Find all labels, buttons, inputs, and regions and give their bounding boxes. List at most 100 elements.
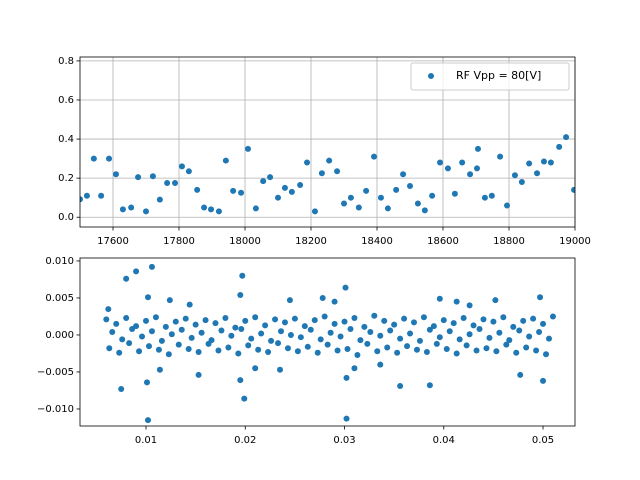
point — [364, 340, 371, 347]
point — [397, 335, 404, 342]
point — [248, 335, 255, 342]
point — [149, 173, 156, 180]
point — [188, 334, 195, 341]
x-tick-label: 17600 — [97, 236, 129, 247]
point — [260, 178, 267, 185]
point — [319, 294, 326, 301]
point — [443, 346, 450, 353]
x-tick-label: 0.04 — [433, 435, 455, 446]
point — [543, 351, 550, 358]
axes-frame — [79, 56, 576, 228]
point — [547, 159, 554, 166]
point — [344, 346, 351, 353]
point — [334, 347, 341, 354]
point — [526, 333, 533, 340]
point — [307, 326, 314, 333]
point — [186, 301, 193, 308]
point — [255, 346, 262, 353]
y-tick-label: 0.2 — [58, 173, 74, 184]
point — [166, 297, 173, 304]
point — [513, 349, 520, 356]
point — [400, 171, 407, 178]
point — [533, 347, 540, 354]
point — [135, 174, 142, 181]
point — [351, 314, 358, 321]
point — [481, 194, 488, 201]
point — [437, 159, 444, 166]
point — [136, 348, 143, 355]
point — [238, 326, 245, 333]
point — [281, 319, 288, 326]
point — [80, 196, 83, 203]
point — [286, 297, 293, 304]
point — [185, 346, 192, 353]
point — [241, 395, 248, 402]
point — [367, 329, 374, 336]
point — [244, 145, 251, 152]
point — [436, 295, 443, 302]
point — [126, 340, 133, 347]
point — [341, 318, 348, 325]
point — [473, 347, 480, 354]
point — [218, 327, 225, 334]
point — [474, 145, 481, 152]
point — [534, 170, 541, 177]
point — [294, 348, 301, 355]
point — [341, 200, 347, 207]
point — [503, 341, 510, 348]
point — [361, 323, 368, 330]
point — [518, 179, 525, 186]
point — [133, 268, 140, 275]
point — [371, 153, 378, 160]
point — [463, 342, 470, 349]
point — [178, 163, 185, 170]
point — [314, 349, 321, 356]
point — [109, 329, 116, 336]
axes-frame — [79, 257, 576, 427]
point — [215, 347, 222, 354]
point — [194, 186, 201, 193]
point — [235, 350, 242, 357]
point — [215, 208, 222, 215]
point — [318, 170, 325, 177]
point — [351, 365, 358, 372]
point — [536, 329, 543, 336]
point — [453, 298, 460, 305]
point — [123, 314, 130, 321]
point — [470, 322, 477, 329]
point — [347, 326, 354, 333]
point — [128, 204, 135, 211]
point — [208, 206, 215, 213]
point — [516, 327, 523, 334]
point — [172, 180, 179, 187]
point — [275, 194, 281, 201]
plot-area — [103, 263, 556, 424]
point — [119, 336, 126, 343]
point — [488, 192, 495, 199]
point — [208, 337, 215, 344]
point — [397, 383, 404, 390]
point — [239, 272, 246, 279]
point — [252, 365, 259, 372]
point — [202, 317, 209, 324]
point — [288, 188, 295, 195]
point — [490, 318, 497, 325]
point — [201, 204, 208, 211]
point — [152, 314, 159, 321]
point — [394, 349, 401, 356]
point — [297, 181, 304, 188]
point — [175, 341, 182, 348]
point — [387, 327, 394, 334]
point — [90, 155, 97, 162]
point — [311, 317, 318, 324]
point — [198, 329, 205, 336]
x-tick-label: 18800 — [493, 236, 525, 247]
point — [222, 157, 229, 164]
point — [537, 294, 544, 301]
point — [451, 190, 458, 197]
point — [483, 345, 490, 352]
point — [374, 348, 381, 355]
point — [237, 292, 244, 299]
point — [116, 349, 123, 356]
